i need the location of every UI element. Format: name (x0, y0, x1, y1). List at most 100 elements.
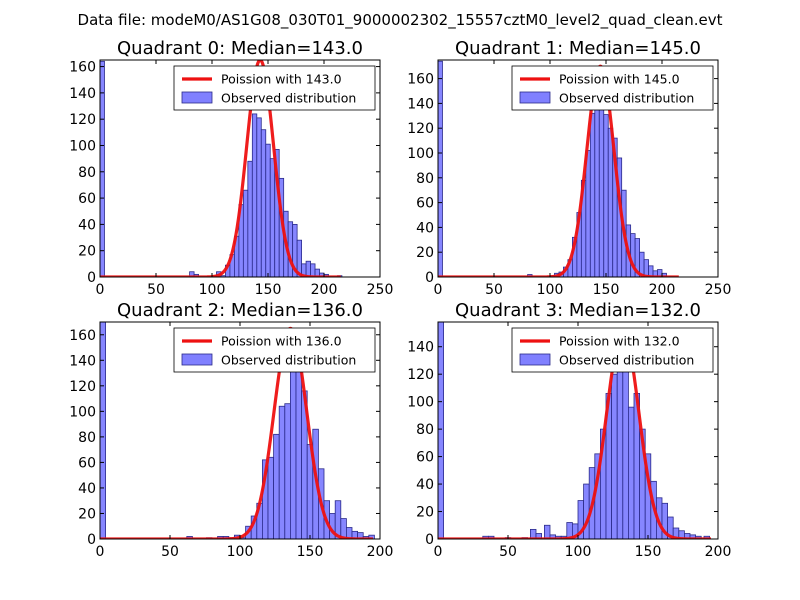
poisson-fit-line (100, 326, 374, 539)
quadrant-1-legend: Poission with 145.0 Observed distribution (511, 65, 714, 111)
x-tick-label: 100 (199, 282, 226, 298)
y-tick-label: 0 (87, 270, 96, 286)
x-tick-label: 50 (147, 282, 165, 298)
quadrant-2-legend: Poission with 136.0 Observed distribution (173, 327, 376, 373)
quadrant-2-title: Quadrant 2: Median=136.0 (117, 300, 363, 321)
histogram-bar (284, 403, 291, 539)
x-tick-label: 150 (297, 544, 324, 560)
histogram-bar (256, 117, 262, 277)
y-tick-label: 40 (416, 477, 434, 493)
histogram-bar (535, 533, 542, 539)
histogram-bar (242, 189, 249, 277)
figure-suptitle: Data file: modeM0/AS1G08_030T01_90000023… (78, 11, 723, 30)
y-tick-label: 80 (78, 165, 96, 181)
quadrant-0-chart: Quadrant 0: Median=143.0 0 50 100 150 200 250 0… (69, 38, 393, 298)
y-tick-label: 140 (407, 96, 434, 112)
histogram-bar (438, 60, 443, 277)
histogram-bar (357, 532, 364, 539)
histogram-bar (544, 524, 551, 539)
y-tick-label: 80 (416, 171, 434, 187)
y-tick-label: 100 (69, 404, 96, 420)
quadrant-0-legend: Poission with 143.0 Observed distribution (173, 65, 376, 111)
legend-bar-swatch (181, 353, 213, 366)
x-tick-label: 200 (311, 282, 338, 298)
y-tick-label: 140 (69, 86, 96, 102)
y-tick-label: 60 (78, 455, 96, 471)
legend-observed-label: Observed distribution (221, 353, 356, 368)
y-tick-label: 0 (87, 532, 96, 548)
y-tick-label: 100 (407, 395, 434, 411)
x-tick-label: 100 (227, 544, 254, 560)
legend-bar-swatch (519, 353, 551, 366)
y-tick-label: 120 (407, 121, 434, 137)
y-tick-label: 120 (69, 112, 96, 128)
quadrant-1-axes-frame (437, 59, 719, 278)
y-tick-label: 40 (78, 481, 96, 497)
y-tick-label: 140 (69, 353, 96, 369)
histogram-bar (643, 259, 649, 277)
y-tick-label: 60 (416, 450, 434, 466)
histogram-bar (368, 534, 375, 539)
histogram-bar (628, 406, 635, 539)
y-tick-label: 0 (425, 532, 434, 548)
y-tick-label: 120 (69, 379, 96, 395)
poisson-fit-line (100, 60, 342, 277)
x-tick-label: 0 (434, 544, 443, 560)
legend-fit-label: Poission with 145.0 (559, 72, 680, 87)
legend-observed-label: Observed distribution (559, 91, 694, 106)
histogram-bar (100, 322, 106, 539)
histogram-bar (305, 260, 311, 277)
y-tick-label: 140 (407, 340, 434, 356)
histogram-bar (269, 158, 276, 277)
quadrant-2-chart: Quadrant 2: Median=136.0 0 50 100 150 200 0 20 4… (69, 300, 393, 560)
x-tick-label: 250 (367, 282, 394, 298)
y-tick-label: 100 (69, 138, 96, 154)
histogram-bar (100, 60, 105, 277)
x-tick-label: 250 (705, 282, 732, 298)
x-tick-label: 200 (705, 544, 732, 560)
x-tick-label: 200 (367, 544, 394, 560)
histogram-bar (260, 129, 267, 277)
legend-fit-label: Poission with 143.0 (221, 72, 342, 87)
y-tick-label: 40 (78, 217, 96, 233)
quadrant-3-title: Quadrant 3: Median=132.0 (455, 300, 701, 321)
y-tick-label: 60 (78, 191, 96, 207)
y-tick-label: 0 (425, 270, 434, 286)
legend-fit-label: Poission with 136.0 (221, 334, 342, 349)
poisson-fit-line (438, 64, 680, 277)
y-tick-label: 160 (69, 328, 96, 344)
y-tick-label: 80 (416, 422, 434, 438)
y-tick-label: 100 (407, 146, 434, 162)
histogram-bar (267, 456, 274, 539)
y-tick-label: 20 (78, 244, 96, 260)
quadrant-0-axes-frame (99, 59, 381, 278)
quadrant-1-title: Quadrant 1: Median=145.0 (455, 38, 701, 59)
histogram-bar (273, 433, 280, 539)
y-tick-label: 20 (78, 506, 96, 522)
y-tick-label: 40 (416, 220, 434, 236)
histogram-bar (594, 90, 600, 277)
quadrant-3-bars (438, 322, 710, 539)
histogram-bar (583, 483, 590, 539)
legend-observed-label: Observed distribution (221, 91, 356, 106)
x-tick-label: 50 (161, 544, 179, 560)
histogram-bar (589, 112, 596, 277)
x-tick-label: 50 (499, 544, 517, 560)
legend-observed-label: Observed distribution (559, 353, 694, 368)
histogram-bar (603, 114, 609, 277)
legend-bar-swatch (181, 91, 213, 104)
y-tick-label: 120 (407, 367, 434, 383)
histogram-bar (310, 263, 316, 277)
histogram-bar (289, 359, 297, 539)
quadrant-3-legend: Poission with 132.0 Observed distribution (511, 327, 714, 373)
poisson-fit-line (438, 328, 712, 539)
histogram-bar (265, 143, 271, 277)
histogram-bar (278, 405, 286, 539)
histogram-bar (622, 349, 629, 539)
x-tick-label: 200 (649, 282, 676, 298)
legend-bar-swatch (519, 91, 551, 104)
histogram-bar (611, 373, 618, 539)
quadrant-1-chart: Quadrant 1: Median=145.0 0 50 100 150 200 250 0… (407, 38, 731, 298)
histogram-bar (616, 346, 624, 539)
